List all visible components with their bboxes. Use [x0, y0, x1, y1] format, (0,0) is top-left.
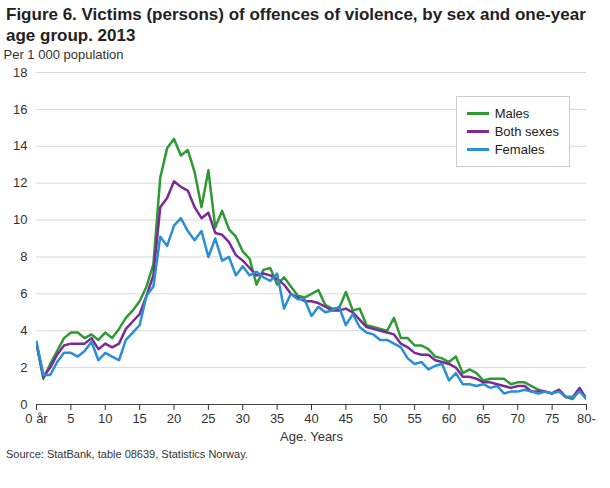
html-text:Females: Females	[494, 142, 545, 157]
svg-text:50: 50	[373, 411, 387, 426]
svg-text:12: 12	[13, 175, 27, 190]
svg-text:8: 8	[20, 249, 27, 264]
svg-text:30: 30	[236, 411, 250, 426]
svg-text:5: 5	[67, 411, 74, 426]
svg-text:15: 15	[132, 411, 146, 426]
svg-text:18: 18	[13, 65, 27, 80]
svg-text:2: 2	[20, 360, 27, 375]
svg-text:65: 65	[476, 411, 490, 426]
svg-text:10: 10	[13, 212, 27, 227]
svg-text:4: 4	[20, 323, 27, 338]
html-text:Source: StatBank, table 08639,: Source: StatBank, table 08639, Statistic…	[6, 448, 248, 460]
svg-text:25: 25	[201, 411, 215, 426]
svg-text:35: 35	[270, 411, 284, 426]
html-text:Figure 6. Victims (persons) of: Figure 6. Victims (persons) of offences …	[6, 5, 586, 45]
svg-text:16: 16	[13, 102, 27, 117]
svg-text:45: 45	[339, 411, 353, 426]
svg-text:Per 1 000 population: Per 1 000 population	[4, 47, 124, 62]
svg-text:0 år: 0 år	[25, 411, 48, 426]
svg-text:20: 20	[167, 411, 181, 426]
svg-text:0: 0	[20, 397, 27, 412]
svg-text:80-: 80-	[577, 411, 596, 426]
svg-text:14: 14	[13, 138, 27, 153]
svg-text:60: 60	[442, 411, 456, 426]
svg-text:55: 55	[407, 411, 421, 426]
svg-text:70: 70	[511, 411, 525, 426]
svg-text:75: 75	[545, 411, 559, 426]
svg-text:Age. Years: Age. Years	[280, 429, 343, 444]
html-text:Males: Males	[494, 106, 530, 121]
html-text:Both sexes: Both sexes	[494, 124, 559, 139]
svg-text:40: 40	[304, 411, 318, 426]
svg-text:6: 6	[20, 286, 27, 301]
svg-text:10: 10	[98, 411, 112, 426]
